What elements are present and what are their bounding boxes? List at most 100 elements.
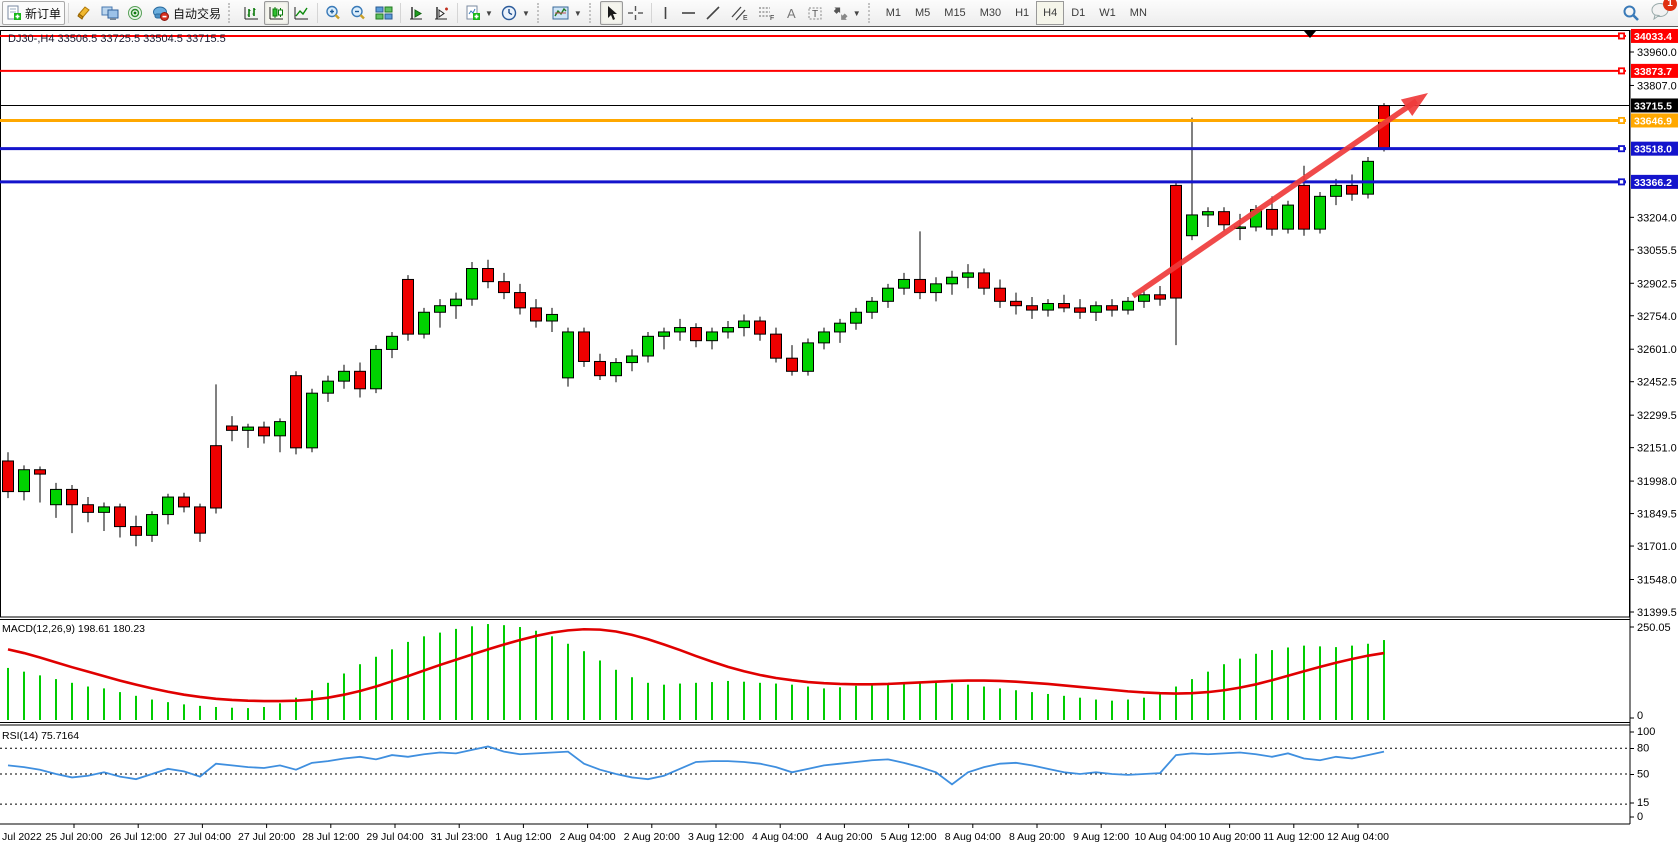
candle xyxy=(1010,300,1022,307)
candle xyxy=(754,320,766,335)
auto-scroll-button[interactable] xyxy=(404,1,429,25)
text-label-tool-button[interactable]: T xyxy=(803,1,828,25)
zoom-out-button[interactable] xyxy=(346,1,371,25)
dropdown-caret-icon: ▼ xyxy=(573,8,582,18)
svg-text:4 Aug 04:00: 4 Aug 04:00 xyxy=(752,831,808,843)
new-order-label: 新订单 xyxy=(25,6,62,21)
candle xyxy=(1042,303,1054,311)
crosshair-icon xyxy=(627,6,643,20)
text-tool-button[interactable]: A xyxy=(780,1,803,25)
multiterminal-button[interactable] xyxy=(97,1,123,25)
timeframe-w1-button[interactable]: W1 xyxy=(1099,7,1116,19)
vertical-line-tool-button[interactable] xyxy=(655,1,676,25)
svg-text:Jul 2022: Jul 2022 xyxy=(2,831,42,843)
periods-button[interactable]: ▼ xyxy=(497,1,534,25)
candle xyxy=(786,357,798,372)
cursor-tool-button[interactable] xyxy=(599,1,623,25)
crosshair-tool-button[interactable] xyxy=(623,1,648,25)
new-order-button[interactable]: 新订单 xyxy=(2,1,66,25)
svg-text:11 Aug 12:00: 11 Aug 12:00 xyxy=(1263,831,1324,843)
svg-text:29 Jul 04:00: 29 Jul 04:00 xyxy=(366,831,423,843)
tile-windows-icon xyxy=(375,6,393,20)
search-icon[interactable] xyxy=(1622,4,1640,22)
candlestick-mode-button[interactable] xyxy=(264,1,290,25)
tile-windows-button[interactable] xyxy=(371,1,397,25)
timeframe-mn-button[interactable]: MN xyxy=(1129,7,1147,19)
svg-text:10 Aug 20:00: 10 Aug 20:00 xyxy=(1199,831,1261,843)
trendline-tool-button[interactable] xyxy=(701,1,726,25)
svg-text:0: 0 xyxy=(1637,811,1643,823)
candle xyxy=(834,322,846,333)
bar-chart-mode-button[interactable] xyxy=(239,1,264,25)
rsi-line xyxy=(7,745,1385,786)
svg-text:33366.2: 33366.2 xyxy=(1634,177,1672,189)
trend-arrow-annotation[interactable] xyxy=(1131,93,1428,299)
candle xyxy=(226,425,238,431)
candle xyxy=(354,370,366,390)
svg-text:5 Aug 12:00: 5 Aug 12:00 xyxy=(881,831,937,843)
notification-count-badge: 1 xyxy=(1663,0,1677,11)
svg-text:12 Aug 04:00: 12 Aug 04:00 xyxy=(1327,831,1389,843)
horizontal-line-icon xyxy=(681,12,695,14)
equidistant-channel-tool-button[interactable]: E xyxy=(726,1,753,25)
fibonacci-tool-button[interactable]: F xyxy=(753,1,780,25)
candle xyxy=(1202,211,1214,216)
candle xyxy=(882,287,894,302)
candle xyxy=(274,421,286,437)
line-chart-mode-button[interactable] xyxy=(289,1,314,25)
timeframe-m1-button[interactable]: M1 xyxy=(885,7,901,19)
toolbar-grip xyxy=(536,3,543,23)
candle xyxy=(1362,160,1374,195)
candle xyxy=(162,496,174,516)
indicators-button[interactable]: ▼ xyxy=(461,1,497,25)
toolbar-separator xyxy=(68,3,70,23)
candle xyxy=(594,360,606,377)
horizontal-line-tool-button[interactable] xyxy=(676,1,701,25)
timeframe-m15-button[interactable]: M15 xyxy=(944,7,966,19)
zoom-in-button[interactable] xyxy=(321,1,346,25)
text-label-icon: T xyxy=(808,7,822,20)
main-toolbar: 新订单 自动交易 xyxy=(0,0,1678,27)
date-axis[interactable]: Jul 2022 25 Jul 20:00 26 Jul 12:00 27 Jul 0… xyxy=(2,824,1389,843)
timeframe-m30-button[interactable]: M30 xyxy=(979,7,1002,19)
macd-signal-line xyxy=(7,627,1385,703)
autotrading-button[interactable]: 自动交易 xyxy=(148,1,225,25)
signal-button[interactable] xyxy=(123,1,148,25)
svg-text:100: 100 xyxy=(1637,726,1655,738)
candle xyxy=(1186,214,1198,237)
svg-text:33646.9: 33646.9 xyxy=(1634,115,1672,127)
candle xyxy=(914,278,926,294)
svg-text:32754.0: 32754.0 xyxy=(1637,311,1677,323)
current-price-line: 33715.5 xyxy=(0,98,1678,113)
candle xyxy=(498,281,510,294)
candle xyxy=(738,320,750,329)
svg-text:8 Aug 20:00: 8 Aug 20:00 xyxy=(1009,831,1065,843)
chart-shift-button[interactable] xyxy=(429,1,454,25)
candle xyxy=(770,333,782,359)
svg-text:A: A xyxy=(787,6,796,21)
arrows-tool-button[interactable]: ▼ xyxy=(828,1,865,25)
svg-text:3 Aug 12:00: 3 Aug 12:00 xyxy=(688,831,744,843)
svg-text:4 Aug 20:00: 4 Aug 20:00 xyxy=(816,831,872,843)
chart-canvas[interactable]: 33960.0 33807.0 33204.0 33055.5 32902.5 32754… xyxy=(0,28,1678,849)
svg-text:31548.0: 31548.0 xyxy=(1637,575,1677,587)
candle xyxy=(578,331,590,362)
tag-icon xyxy=(77,6,90,20)
svg-text:33807.0: 33807.0 xyxy=(1637,80,1677,92)
timeframe-m5-button[interactable]: M5 xyxy=(915,7,931,19)
templates-button[interactable]: ▼ xyxy=(548,1,586,25)
timeframe-h4-button[interactable]: H4 xyxy=(1036,1,1065,25)
timeframe-d1-button[interactable]: D1 xyxy=(1071,7,1086,19)
level-lines[interactable]: 34033.4 33873.7 33646.9 33518.0 33366.2 xyxy=(0,28,1678,189)
zoom-out-icon xyxy=(351,5,365,20)
price-axis[interactable]: 33960.0 33807.0 33204.0 33055.5 32902.5 32754… xyxy=(1630,47,1677,619)
timeframe-h1-button[interactable]: H1 xyxy=(1015,7,1030,19)
svg-text:F: F xyxy=(770,15,774,21)
candle xyxy=(626,355,638,364)
svg-text:250.05: 250.05 xyxy=(1637,622,1671,634)
charts-tag-button[interactable] xyxy=(72,1,97,25)
toolbar-separator xyxy=(400,3,402,23)
zoom-in-icon xyxy=(326,5,340,20)
notifications-button[interactable]: 1 xyxy=(1650,0,1677,25)
